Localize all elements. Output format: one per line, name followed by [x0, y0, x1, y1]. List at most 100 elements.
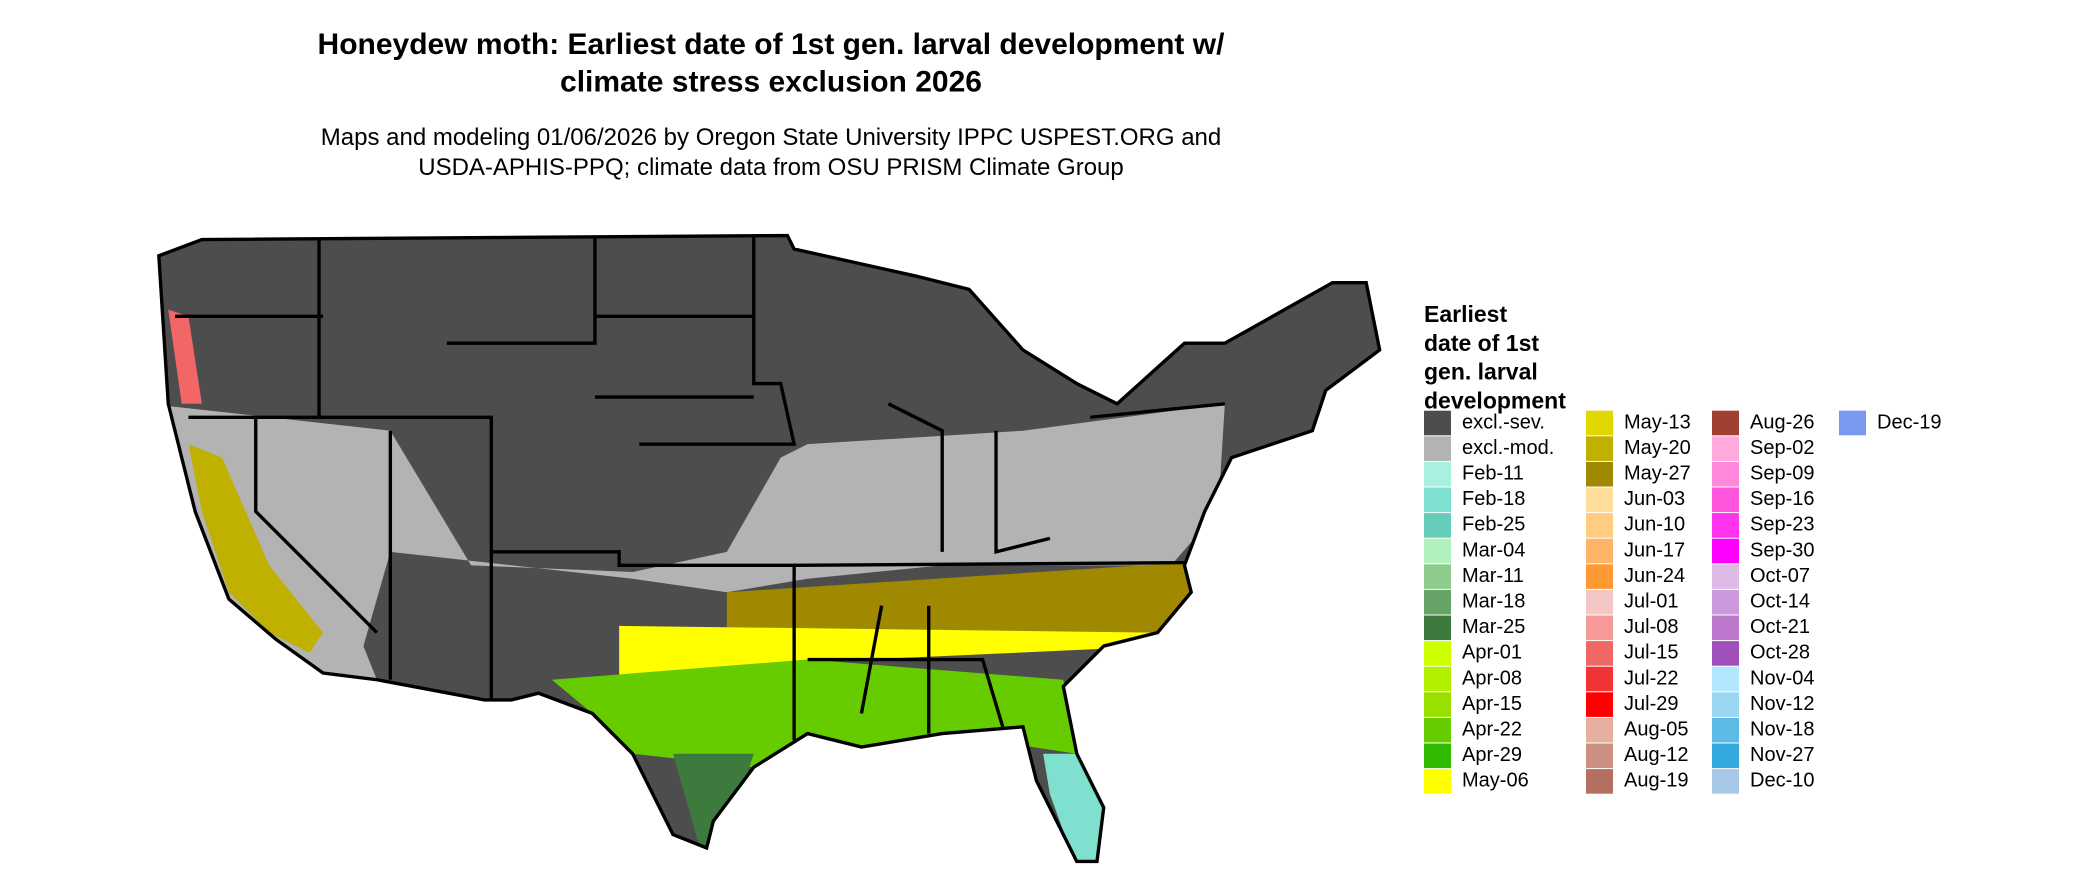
legend-label: Apr-08 [1462, 667, 1522, 689]
legend-label: Dec-10 [1750, 770, 1814, 792]
legend-label: Jun-10 [1624, 514, 1685, 536]
legend-label: Oct-14 [1750, 590, 1810, 612]
border [491, 550, 796, 741]
legend-swatch [1712, 487, 1739, 513]
legend-swatch [1424, 641, 1451, 666]
legend-swatch [1586, 487, 1613, 513]
legend-swatch [1586, 692, 1613, 717]
legend-swatch [1586, 666, 1613, 692]
legend-label: Mar-25 [1462, 616, 1525, 638]
border [794, 560, 1185, 568]
legend-label: Sep-23 [1750, 514, 1815, 536]
legend-label: Jul-01 [1624, 590, 1678, 612]
legend-label: Mar-11 [1462, 565, 1524, 587]
legend-label: Feb-25 [1462, 514, 1525, 536]
legend-swatch [1839, 410, 1866, 436]
legend-label: Apr-01 [1462, 642, 1522, 664]
border [254, 417, 379, 634]
legend-label: Nov-18 [1750, 718, 1814, 740]
border [317, 238, 493, 700]
legend-swatch [1712, 436, 1739, 461]
region-olive [726, 562, 1198, 633]
border [807, 657, 1005, 728]
legend-label: Sep-02 [1750, 437, 1815, 459]
map-regions [158, 309, 1225, 862]
region-wa-coast [168, 309, 202, 404]
border [859, 605, 884, 714]
legend-swatch [1424, 743, 1451, 769]
border [887, 402, 944, 552]
legend-swatch [1424, 513, 1451, 538]
legend-label: Apr-15 [1462, 693, 1522, 715]
legend-swatch [1586, 589, 1613, 615]
legend-title: Earliest date of 1st gen. larval developmen… [1424, 301, 1566, 413]
legend-label: Apr-29 [1462, 744, 1522, 766]
legend-swatch [1586, 513, 1613, 538]
legend-swatch [1424, 538, 1451, 564]
legend-label: excl.-sev. [1462, 411, 1545, 433]
legend-label: Aug-05 [1624, 718, 1689, 740]
legend-swatch [1586, 461, 1613, 487]
region-texas-coast [673, 753, 754, 848]
legend-label: excl.-mod. [1462, 437, 1554, 459]
legend-swatch [1424, 589, 1451, 615]
legend-swatch [1424, 615, 1451, 641]
legend-label: Nov-04 [1750, 667, 1814, 689]
legend-swatch [1712, 564, 1739, 589]
legend-label: May-06 [1462, 770, 1529, 792]
legend-label: Dec-19 [1877, 411, 1941, 433]
legend-swatch [1586, 436, 1613, 461]
legend-swatch [1712, 743, 1739, 769]
legend-swatch [1424, 436, 1451, 461]
legend-swatch [1424, 692, 1451, 717]
legend-swatch [1712, 589, 1739, 615]
legend-label: Oct-07 [1750, 565, 1810, 587]
legend-label: Oct-21 [1750, 616, 1810, 638]
legend-label: Apr-22 [1462, 718, 1522, 740]
border [639, 235, 797, 446]
border [446, 235, 597, 345]
us-border [157, 233, 1382, 864]
legend-label: Jun-17 [1624, 539, 1685, 561]
legend-swatch [1424, 410, 1451, 436]
legend-swatch [1424, 487, 1451, 513]
legend-swatch [1586, 564, 1613, 589]
legend-swatch [1712, 538, 1739, 564]
map-subtitle: Maps and modeling 01/06/2026 by Oregon S… [321, 124, 1221, 181]
legend-swatch [1712, 461, 1739, 487]
legend-swatch [1586, 743, 1613, 769]
border [994, 430, 1051, 555]
legend-label: Feb-11 [1462, 462, 1524, 484]
us-map [157, 233, 1382, 864]
legend-label: Jun-24 [1624, 565, 1685, 587]
legend-label: Jul-08 [1624, 616, 1678, 638]
legend-label: Mar-18 [1462, 590, 1525, 612]
legend-swatch [1586, 615, 1613, 641]
legend-swatch [1586, 538, 1613, 564]
map-title: Honeydew moth: Earliest date of 1st gen.… [318, 28, 1226, 99]
legend-label: Sep-09 [1750, 462, 1815, 484]
legend-label: Feb-18 [1462, 488, 1525, 510]
legend-swatch [1424, 461, 1451, 487]
state-borders [157, 233, 1382, 864]
legend-label: Oct-28 [1750, 642, 1810, 664]
legend-swatch [1424, 564, 1451, 589]
legend-label: May-20 [1624, 437, 1691, 459]
legend-label: Jun-03 [1624, 488, 1685, 510]
legend-swatch [1712, 615, 1739, 641]
legend-label: Sep-16 [1750, 488, 1815, 510]
legend-swatch [1586, 410, 1613, 436]
border [1090, 402, 1226, 419]
region-green [551, 659, 1077, 768]
legend-swatch [1586, 641, 1613, 666]
legend-swatch [1712, 717, 1739, 743]
legend-label: May-13 [1624, 411, 1691, 433]
legend-label: Jul-15 [1624, 642, 1678, 664]
legend-swatch [1424, 717, 1451, 743]
legend-label: Aug-19 [1624, 770, 1689, 792]
legend-swatch [1712, 692, 1739, 717]
legend-label: Mar-04 [1462, 539, 1525, 561]
legend-swatch [1586, 717, 1613, 743]
legend-label: Aug-12 [1624, 744, 1689, 766]
legend-label: Sep-30 [1750, 539, 1815, 561]
